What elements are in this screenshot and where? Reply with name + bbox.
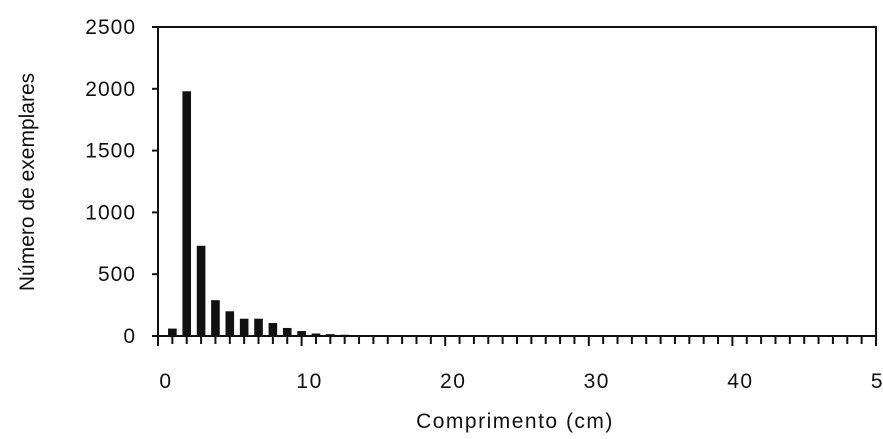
bar-6 [239,318,249,336]
y-tick-label-0: 0 [123,325,136,348]
x-tick-label-40: 40 [727,370,753,393]
bar-13 [340,334,349,336]
y-tick-label-2000: 2000 [85,78,136,101]
bar-12 [326,334,335,336]
bar-8 [268,323,278,336]
bar-11 [311,333,321,336]
y-tick-label-500: 500 [98,263,136,286]
y-tick-label-1500: 1500 [85,140,136,163]
x-axis-title: Comprimento (cm) [416,410,614,433]
y-tick-label-2500: 2500 [85,16,136,39]
bar-9 [282,327,292,336]
bar-7 [254,318,263,336]
bar-1 [168,328,177,336]
plot-border [157,26,877,337]
x-tick-label-10: 10 [296,370,322,393]
x-tick-label-20: 20 [440,370,466,393]
bar-3 [196,245,206,336]
plot-area [157,26,877,337]
y-tick-label-1000: 1000 [85,201,136,224]
bar-4 [211,300,220,336]
x-axis: 0 10 20 30 40 50 [157,336,883,393]
bar-15 [369,335,378,336]
bar-16 [383,335,393,336]
x-tick-label-50: 50 [871,370,883,393]
bar-2 [182,91,192,336]
y-axis: 0 500 1000 1500 2000 2500 [85,16,158,348]
bars-group [168,91,393,336]
bar-14 [354,335,364,336]
x-tick-label-30: 30 [584,370,610,393]
x-tick-label-0: 0 [159,370,172,393]
bar-10 [297,331,306,336]
bar-5 [225,311,235,336]
y-axis-title: Número de exemplares [16,73,39,291]
